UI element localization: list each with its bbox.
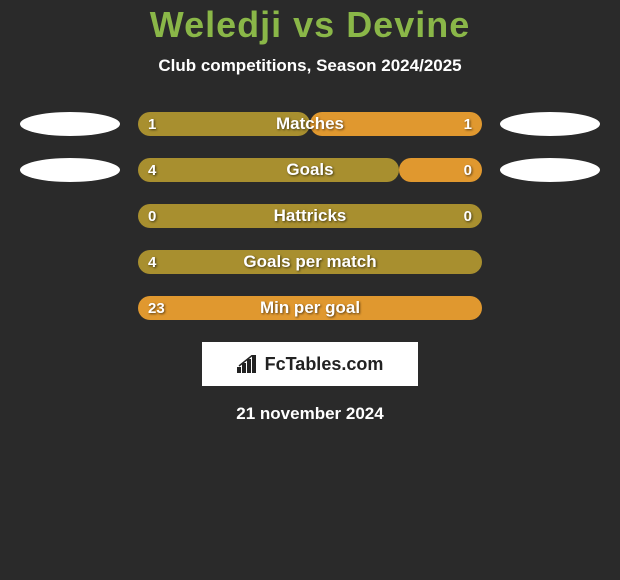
title-vs: vs — [293, 4, 335, 45]
avatar-right — [500, 112, 600, 136]
bar-label: Matches — [138, 112, 482, 136]
date-label: 21 november 2024 — [0, 404, 620, 424]
stat-row: 4Goals per match — [0, 250, 620, 274]
title-right: Devine — [346, 4, 470, 45]
stat-row: 11Matches — [0, 112, 620, 136]
bar-label: Hattricks — [138, 204, 482, 228]
chart-icon — [237, 355, 259, 373]
subtitle: Club competitions, Season 2024/2025 — [0, 56, 620, 76]
bar-wrap: 00Hattricks — [138, 204, 482, 228]
bar-wrap: 23Min per goal — [138, 296, 482, 320]
comparison-container: Weledji vs Devine Club competitions, Sea… — [0, 0, 620, 424]
bar-wrap: 4Goals per match — [138, 250, 482, 274]
bar-wrap: 40Goals — [138, 158, 482, 182]
stat-row: 40Goals — [0, 158, 620, 182]
stat-rows: 11Matches 40Goals 00Hattricks 4Goals per ma… — [0, 112, 620, 320]
avatar-left — [20, 112, 120, 136]
logo-box: FcTables.com — [202, 342, 418, 386]
stat-row: 00Hattricks — [0, 204, 620, 228]
bar-label: Goals — [138, 158, 482, 182]
avatar-left — [20, 158, 120, 182]
avatar-right — [500, 158, 600, 182]
bar-label: Goals per match — [138, 250, 482, 274]
stat-row: 23Min per goal — [0, 296, 620, 320]
title-left: Weledji — [150, 4, 282, 45]
page-title: Weledji vs Devine — [0, 4, 620, 46]
bar-label: Min per goal — [138, 296, 482, 320]
bar-wrap: 11Matches — [138, 112, 482, 136]
logo-text: FcTables.com — [265, 354, 384, 375]
